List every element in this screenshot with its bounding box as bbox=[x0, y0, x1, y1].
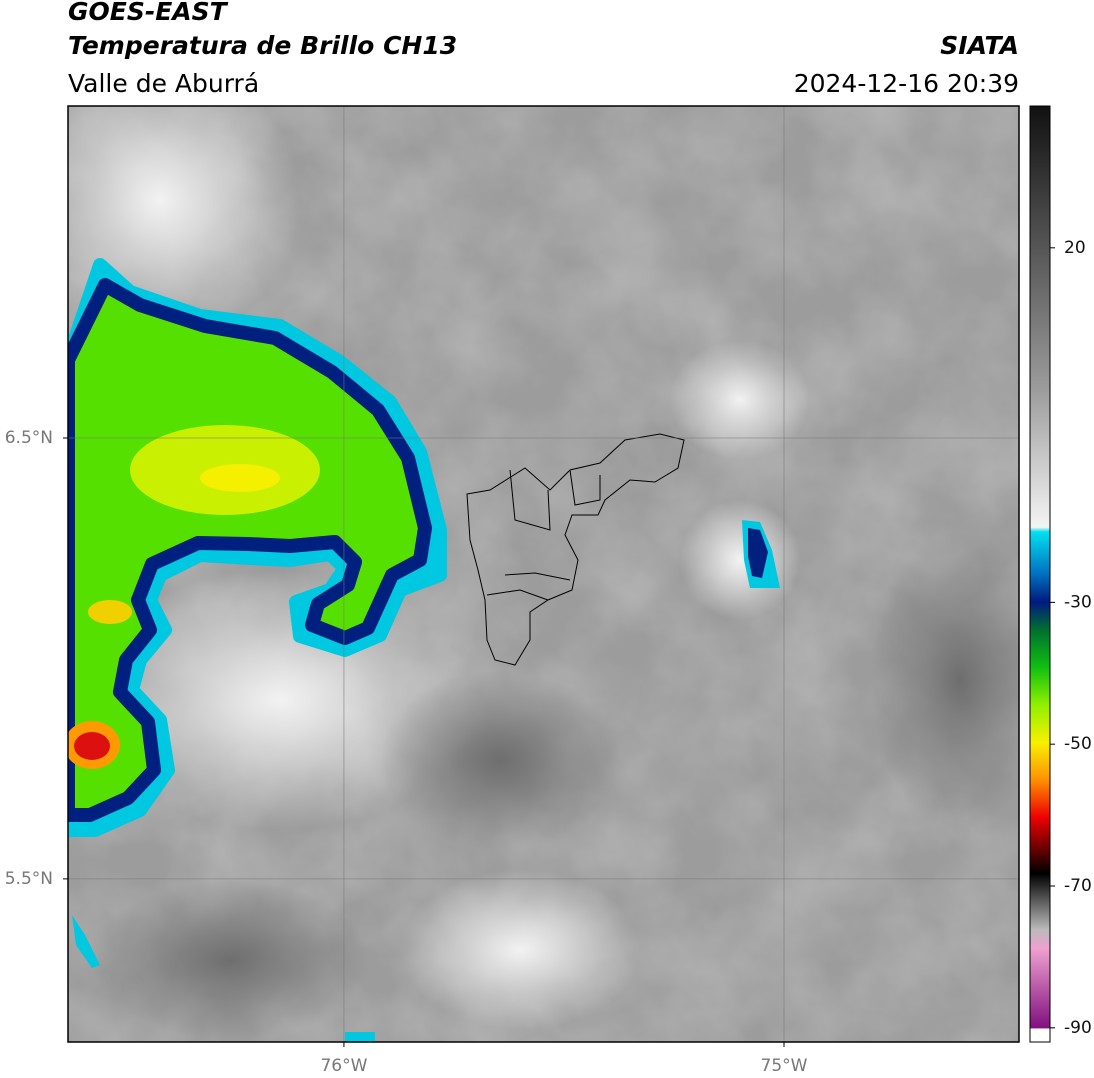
satellite-image bbox=[68, 106, 1019, 1042]
source: SIATA bbox=[940, 31, 1019, 60]
map-frame bbox=[67, 105, 1020, 1043]
colorbar-tick-label: 20 bbox=[1064, 238, 1086, 258]
x-tick-label: 75°W bbox=[761, 1056, 808, 1076]
subtitle: Temperatura de Brillo CH13 bbox=[68, 31, 457, 60]
municipal-boundaries bbox=[466, 433, 685, 666]
colorbar-tick-label: -90 bbox=[1064, 1018, 1092, 1038]
x-tick-label: 76°W bbox=[320, 1056, 367, 1076]
region: Valle de Aburrá bbox=[68, 69, 259, 98]
colorbar-tick-label: -70 bbox=[1064, 876, 1092, 896]
colorbar bbox=[1029, 105, 1051, 1043]
colorbar-tick-label: -50 bbox=[1064, 734, 1092, 754]
y-tick-label: 5.5°N bbox=[5, 869, 53, 889]
timestamp: 2024-12-16 20:39 bbox=[794, 69, 1019, 98]
y-tick-label: 6.5°N bbox=[5, 428, 53, 448]
title: GOES-EAST bbox=[68, 0, 229, 26]
colorbar-tick-label: -30 bbox=[1064, 592, 1092, 612]
